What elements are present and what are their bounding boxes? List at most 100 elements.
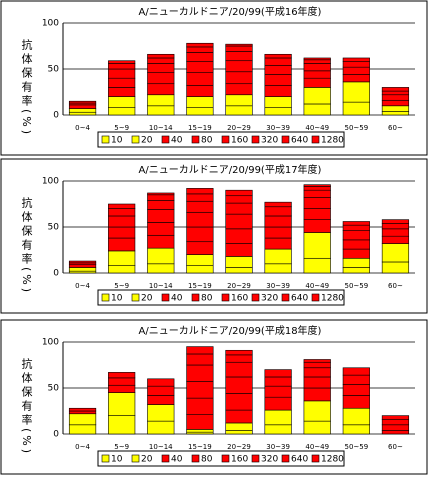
bar-segment — [68, 264, 97, 268]
bar-segment — [186, 96, 214, 108]
y-tick-label: 50 — [48, 223, 60, 233]
x-tick-label: 30~39 — [266, 124, 290, 132]
bar-segment — [186, 72, 214, 86]
y-tick-label: 0 — [53, 269, 59, 279]
bar-segment — [68, 413, 97, 426]
bar-segment — [108, 208, 136, 217]
bar-segment — [68, 424, 97, 435]
bar-segment — [342, 74, 370, 83]
bar-segment — [147, 57, 175, 64]
bar-segment — [303, 376, 331, 389]
bar-segment — [186, 265, 214, 274]
bar-segment — [381, 243, 410, 263]
legend-label: 80 — [201, 294, 213, 304]
legend-swatch — [311, 135, 320, 144]
x-tick-label: 10~14 — [149, 282, 173, 290]
bar-segment — [342, 267, 370, 274]
x-tick-label: 20~29 — [227, 282, 251, 290]
bar-segment — [108, 68, 136, 79]
bar-segment — [381, 235, 410, 244]
bar-segment — [342, 424, 370, 435]
bar-segment — [225, 202, 253, 215]
x-tick-label: 50~59 — [344, 443, 368, 451]
bar-segment — [264, 369, 292, 378]
x-tick-label: 20~29 — [227, 443, 251, 451]
bar-segment — [225, 195, 253, 204]
legend-label: 160 — [231, 294, 248, 304]
bar-segment — [147, 53, 175, 59]
x-tick-label: 10~14 — [149, 443, 173, 451]
bar-segment — [303, 59, 331, 64]
bar-segment — [108, 60, 136, 64]
bar-segment — [147, 209, 175, 223]
legend-swatch — [281, 454, 290, 463]
legend-label: 640 — [291, 294, 308, 304]
bar-segment — [303, 420, 331, 435]
x-tick-label: 60~ — [388, 282, 403, 290]
bar-segment — [381, 261, 410, 274]
bar-segment — [225, 430, 253, 435]
bar-segment — [264, 201, 292, 208]
bar-segment — [186, 85, 214, 97]
chart-title: A/ニューカルドニア/20/99(平成18年度) — [139, 324, 322, 337]
legend-swatch — [281, 135, 290, 144]
x-tick-label: 10~14 — [149, 124, 173, 132]
bar-segment — [108, 415, 136, 435]
legend-swatch — [221, 454, 230, 463]
bar-segment — [186, 193, 214, 202]
bar-segment — [381, 219, 410, 224]
legend-label: 640 — [291, 455, 308, 465]
bar-segment — [108, 377, 136, 386]
bar-segment — [303, 361, 331, 369]
bar-segment — [264, 215, 292, 228]
bar-segment — [225, 267, 253, 274]
bar-segment — [225, 83, 253, 96]
bar-segment — [264, 226, 292, 239]
bar-segment — [68, 407, 97, 412]
bar-segment — [108, 372, 136, 379]
bar-segment — [342, 61, 370, 68]
bar-segment — [342, 81, 370, 103]
legend-label: 80 — [201, 455, 213, 465]
bar-segment — [108, 226, 136, 239]
bar-segment — [381, 94, 410, 101]
bar-segment — [381, 111, 410, 116]
bar-segment — [68, 108, 97, 113]
bar-segment — [381, 424, 410, 431]
bar-segment — [342, 257, 370, 268]
bar-segment — [225, 105, 253, 116]
bar-segment — [225, 51, 253, 62]
bar-segment — [108, 87, 136, 97]
bar-segment — [264, 263, 292, 274]
y-axis-label: 抗体保有率(%) — [20, 357, 33, 456]
x-tick-label: 50~59 — [344, 124, 368, 132]
bar-segment — [186, 346, 214, 355]
bar-segment — [264, 424, 292, 435]
bar-segment — [303, 197, 331, 209]
bar-segment — [186, 397, 214, 415]
legend-swatch — [191, 293, 200, 302]
bar-segment — [342, 395, 370, 409]
bar-segment — [264, 206, 292, 217]
bar-segment — [225, 189, 253, 197]
bar-segment — [186, 254, 214, 266]
legend-swatch — [281, 293, 290, 302]
x-tick-label: 5~9 — [114, 124, 129, 132]
bar-segment — [225, 60, 253, 73]
bar-segment — [303, 184, 331, 187]
bar-segment — [186, 61, 214, 73]
bar-segment — [381, 99, 410, 107]
legend-swatch — [221, 135, 230, 144]
bar-segment — [303, 70, 331, 79]
y-tick-label: 0 — [53, 430, 59, 440]
bar-segment — [68, 111, 97, 116]
bar-segment — [225, 228, 253, 244]
bar-segment — [68, 260, 97, 264]
bar-segment — [342, 239, 370, 250]
legend-label: 10 — [111, 294, 123, 304]
bar-segment — [381, 105, 410, 112]
bar-segment — [225, 354, 253, 363]
legend-swatch — [161, 454, 170, 463]
bar-segment — [303, 186, 331, 191]
bar-segment — [186, 429, 214, 433]
